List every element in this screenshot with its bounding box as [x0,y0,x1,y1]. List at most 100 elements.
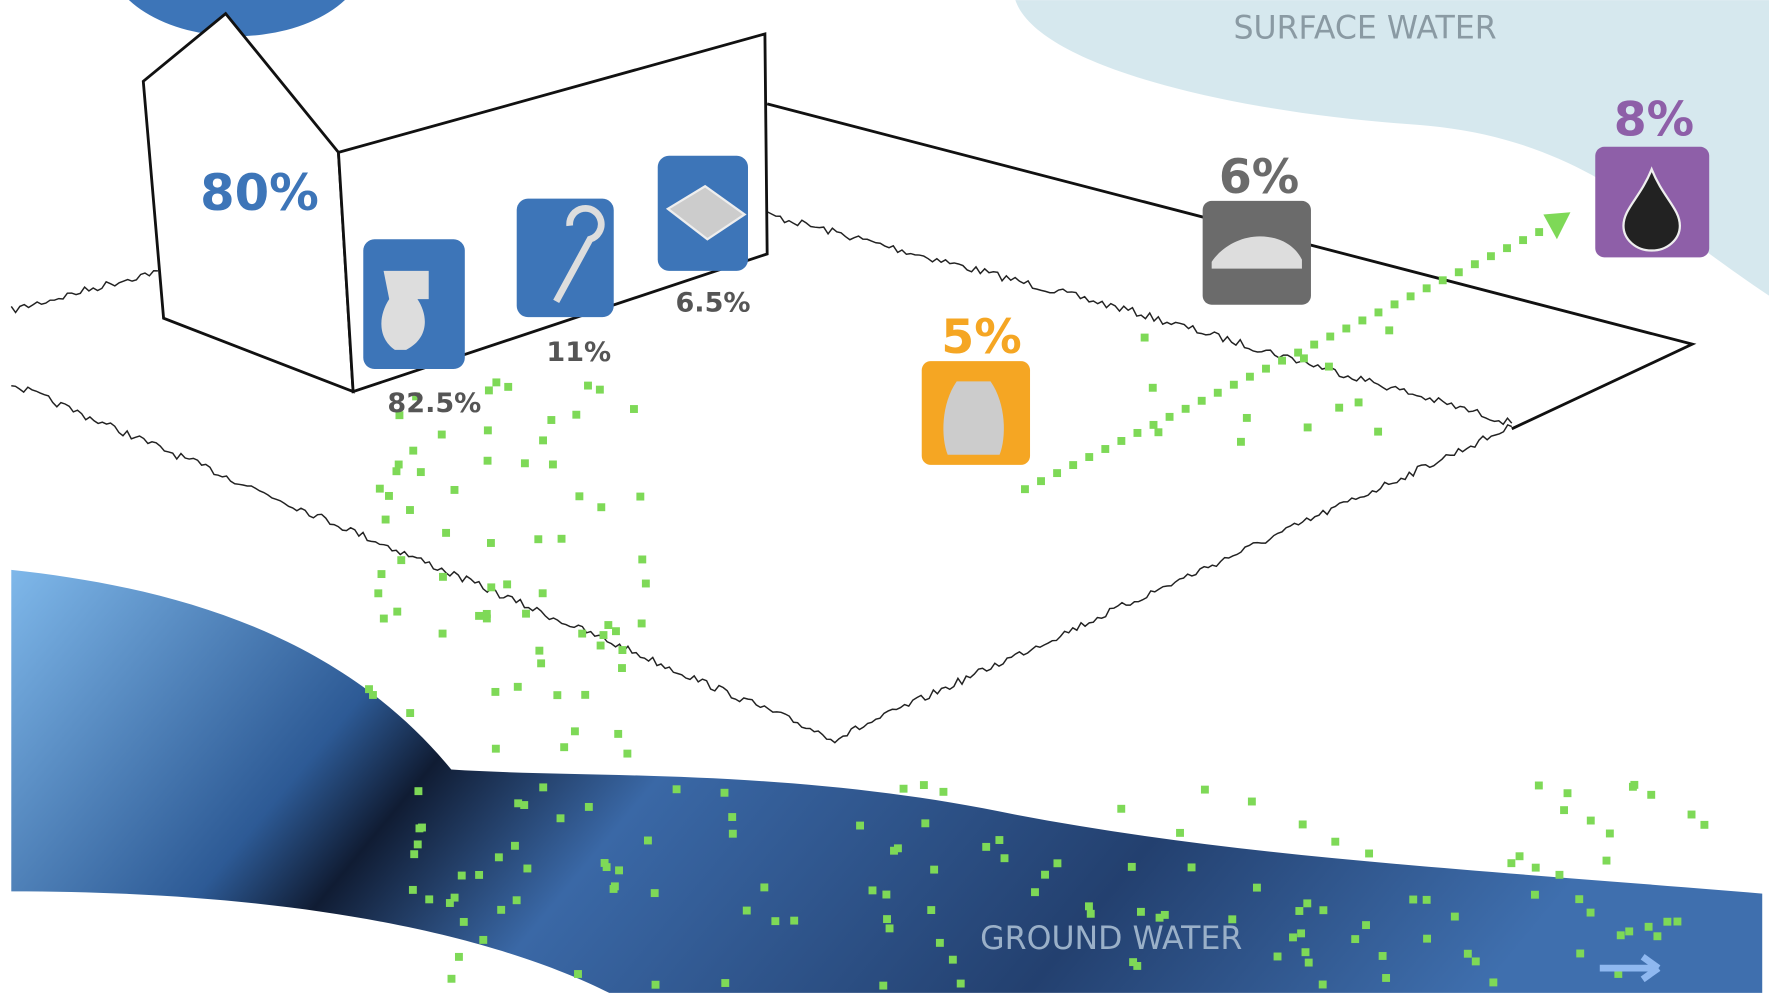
nutrient-dot [641,579,650,588]
nutrient-dot [584,381,592,390]
nutrient-dot [412,392,421,401]
nutrient-dot [742,906,751,915]
flow-arrow-head [1543,212,1571,240]
nutrient-dot [1470,260,1479,269]
nutrient-dot [406,506,414,514]
nutrient-dot [1409,895,1418,904]
nutrient-dot [1531,863,1540,872]
nutrient-dot [445,899,454,907]
nutrient-dot [365,685,373,694]
nutrient-dot [1298,820,1307,829]
surface-water-label: SURFACE WATER [1233,10,1496,46]
nutrient-dot [899,784,908,793]
surface-water-area [1015,0,1769,296]
nutrient-dot [1463,949,1472,958]
nutrient-dot [413,840,422,849]
nutrient-dot [1252,883,1261,892]
nutrient-dot [535,646,544,655]
nutrient-dot [637,619,646,628]
ground-outline [766,211,1513,426]
nutrient-dot [410,850,419,859]
nutrient-dot [1297,929,1306,938]
nutrient-dot [600,859,609,867]
shower-icon [516,198,614,318]
ground-water-area [11,569,1763,993]
nutrient-dot [1149,420,1158,429]
nutrient-dot [457,871,466,880]
nutrient-dot [720,788,729,797]
nutrient-dot [771,917,780,926]
nutrient-dot [1262,364,1270,373]
nutrient-dot [948,955,957,964]
nutrient-dot [1385,326,1394,335]
nutrient-dot [450,485,459,494]
nutrient-dot [1176,828,1184,837]
nutrient-dot [1358,316,1367,325]
nutrient-dot [381,515,390,524]
nutrient-dot [560,743,569,752]
nutrient-dot [1133,962,1142,970]
nutrient-dot [614,729,623,738]
nutrient-dot [1450,912,1459,921]
nutrient-dot [375,484,384,493]
nutrient-dot [450,893,459,902]
nutrient-dot [454,952,463,961]
nutrient-dot [578,629,587,638]
nutrient-dot [939,787,948,796]
nutrient-dot [1319,906,1328,915]
nutrient-dot [497,905,506,914]
nutrient-dot [1515,852,1524,861]
nutrient-dot [584,802,593,811]
nutrient-dot [1213,388,1222,397]
nutrient-dot [1324,362,1333,371]
nutrient-dot [1519,236,1528,245]
nutrient-dot [494,853,503,862]
nutrient-dot [760,883,769,892]
ground-outline [10,270,158,314]
nutrient-dot [475,611,484,620]
nutrient-dot [597,503,606,512]
nutrient-dot [1586,908,1595,917]
nutrient-dot [1304,958,1313,967]
nutrient-dot [602,863,611,872]
nutrient-dot [439,572,447,581]
nutrient-dot [1555,870,1564,879]
shower-shape [553,204,605,303]
nutrient-dot [418,823,426,832]
nutrient-dot [520,801,529,809]
nutrient-dot [483,456,492,465]
nutrient-dot [1154,428,1163,437]
nutrient-dot [537,659,546,668]
nutrient-dot [379,614,388,623]
nutrient-dot [1041,870,1049,879]
nutrient-dot [1037,477,1045,486]
nutrient-dot [479,935,488,944]
nutrient-dot [1614,970,1623,978]
nutrient-dot [651,980,660,989]
nutrient-dot [556,814,565,823]
shower-share: 11% [546,337,611,368]
nutrient-dot [1245,372,1254,381]
nutrient-dot [1534,781,1543,790]
nutrient-dot [491,687,500,696]
nutrient-dot [487,583,496,592]
nutrient-dot [377,570,386,579]
nutrient-dot [1423,934,1432,943]
nutrient-dot [890,846,898,855]
nutrient-dot [408,885,417,894]
nutrient-dot [868,886,877,895]
nutrient-dot [1129,958,1138,967]
nutrient-dot [612,627,620,636]
nutrient-dot [557,534,566,543]
nutrient-dot [1031,888,1039,897]
nutrient-dot [1053,859,1062,868]
fertilizer-share: 5% [941,310,1021,365]
nutrient-dot [1489,978,1498,987]
nutrient-dot [630,405,638,413]
nutrient-dot [1278,356,1286,365]
nutrient-dot [1187,863,1196,872]
nutrient-dot [1486,252,1495,261]
nutrient-dot [599,631,608,640]
